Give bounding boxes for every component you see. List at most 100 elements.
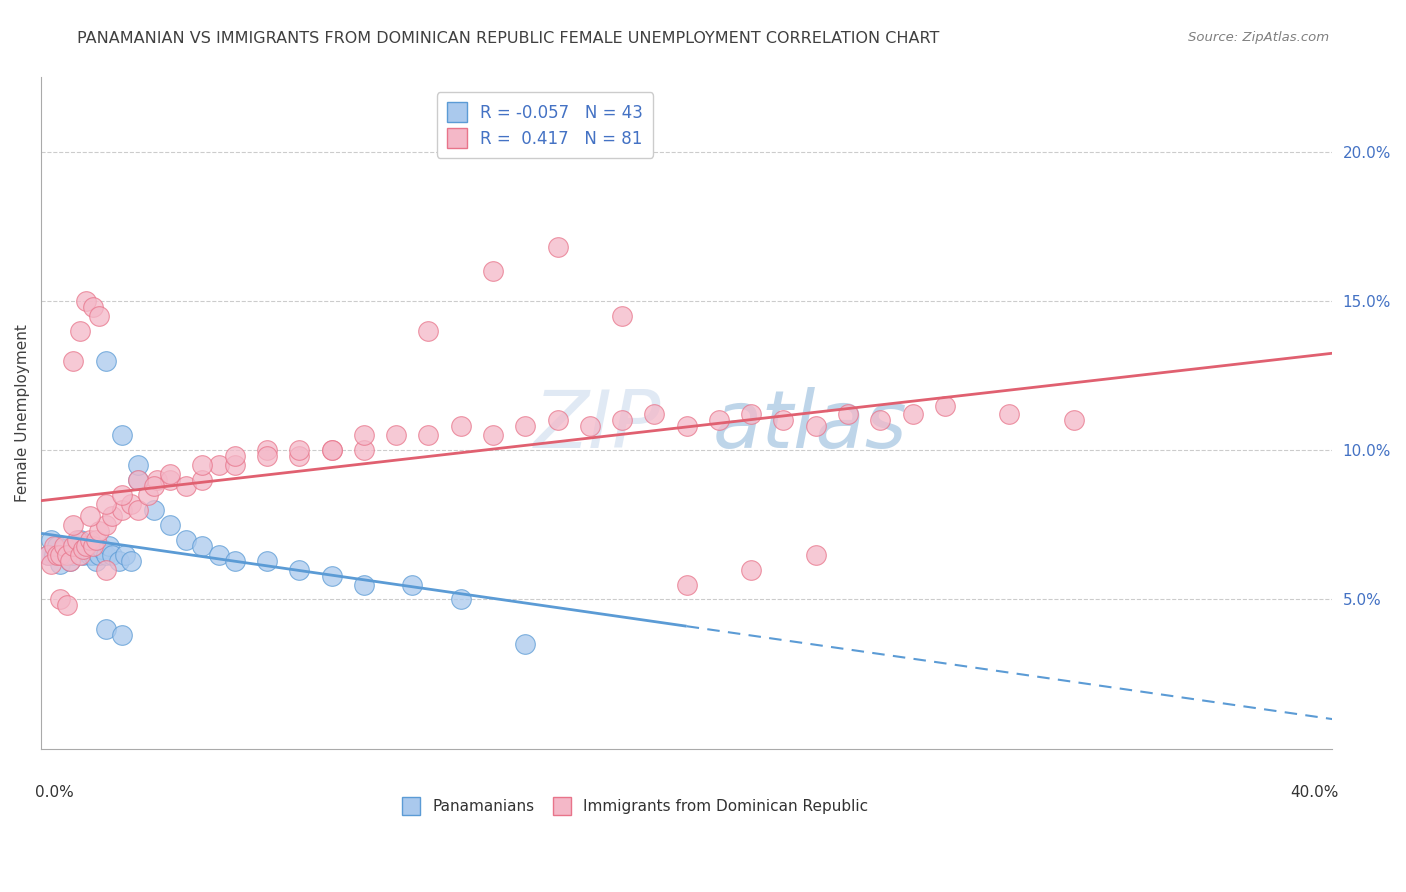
Text: PANAMANIAN VS IMMIGRANTS FROM DOMINICAN REPUBLIC FEMALE UNEMPLOYMENT CORRELATION: PANAMANIAN VS IMMIGRANTS FROM DOMINICAN … xyxy=(77,31,939,46)
Point xyxy=(56,548,79,562)
Point xyxy=(579,419,602,434)
Point xyxy=(288,563,311,577)
Point xyxy=(127,473,149,487)
Point xyxy=(111,428,134,442)
Point xyxy=(321,443,343,458)
Point xyxy=(79,508,101,523)
Point xyxy=(482,428,505,442)
Point xyxy=(901,408,924,422)
Point xyxy=(94,563,117,577)
Point xyxy=(52,539,75,553)
Point xyxy=(675,419,697,434)
Point xyxy=(288,450,311,464)
Y-axis label: Female Unemployment: Female Unemployment xyxy=(15,324,30,502)
Point xyxy=(114,548,136,562)
Point xyxy=(208,548,231,562)
Point xyxy=(75,541,97,556)
Legend: Panamanians, Immigrants from Dominican Republic: Panamanians, Immigrants from Dominican R… xyxy=(394,789,876,822)
Point xyxy=(804,548,827,562)
Point xyxy=(107,554,129,568)
Point xyxy=(59,554,82,568)
Point xyxy=(136,488,159,502)
Point xyxy=(1063,413,1085,427)
Point xyxy=(127,503,149,517)
Point xyxy=(934,399,956,413)
Text: 0.0%: 0.0% xyxy=(35,786,73,800)
Point xyxy=(224,450,246,464)
Point xyxy=(84,533,107,547)
Point xyxy=(49,557,72,571)
Point xyxy=(191,458,214,473)
Point xyxy=(62,539,84,553)
Text: 40.0%: 40.0% xyxy=(1291,786,1339,800)
Point xyxy=(91,541,114,556)
Point xyxy=(401,577,423,591)
Point xyxy=(121,554,143,568)
Point xyxy=(643,408,665,422)
Point xyxy=(804,419,827,434)
Point xyxy=(256,443,278,458)
Point xyxy=(224,554,246,568)
Point xyxy=(94,517,117,532)
Point xyxy=(450,592,472,607)
Point xyxy=(59,554,82,568)
Point xyxy=(159,473,181,487)
Point xyxy=(610,309,633,323)
Point xyxy=(69,533,91,547)
Point xyxy=(111,503,134,517)
Point xyxy=(94,622,117,636)
Point xyxy=(37,548,59,562)
Point xyxy=(143,503,166,517)
Point xyxy=(69,324,91,338)
Point xyxy=(127,458,149,473)
Point xyxy=(515,419,537,434)
Point xyxy=(208,458,231,473)
Point xyxy=(159,467,181,482)
Point xyxy=(385,428,408,442)
Point xyxy=(65,533,87,547)
Point xyxy=(288,443,311,458)
Point xyxy=(418,428,440,442)
Point xyxy=(191,539,214,553)
Point xyxy=(176,533,198,547)
Point xyxy=(353,428,375,442)
Point xyxy=(52,541,75,556)
Point xyxy=(62,517,84,532)
Point xyxy=(79,548,101,562)
Point xyxy=(79,533,101,547)
Point xyxy=(772,413,794,427)
Point xyxy=(321,568,343,582)
Point xyxy=(675,577,697,591)
Point xyxy=(72,548,94,562)
Point xyxy=(75,294,97,309)
Point xyxy=(547,413,569,427)
Point xyxy=(127,473,149,487)
Point xyxy=(740,563,762,577)
Point xyxy=(89,309,111,323)
Point xyxy=(353,577,375,591)
Point xyxy=(256,450,278,464)
Point xyxy=(869,413,891,427)
Text: ZIP: ZIP xyxy=(533,387,661,466)
Point xyxy=(610,413,633,427)
Point xyxy=(176,479,198,493)
Point xyxy=(56,599,79,613)
Text: Source: ZipAtlas.com: Source: ZipAtlas.com xyxy=(1188,31,1329,45)
Point xyxy=(191,473,214,487)
Point xyxy=(89,524,111,538)
Point xyxy=(837,408,859,422)
Point xyxy=(72,541,94,556)
Point xyxy=(143,479,166,493)
Point xyxy=(75,539,97,553)
Point xyxy=(69,548,91,562)
Point xyxy=(65,539,87,553)
Point xyxy=(49,548,72,562)
Point xyxy=(224,458,246,473)
Point xyxy=(97,539,120,553)
Point xyxy=(37,548,59,562)
Point xyxy=(353,443,375,458)
Point xyxy=(515,637,537,651)
Point xyxy=(84,554,107,568)
Point xyxy=(418,324,440,338)
Point xyxy=(82,300,104,314)
